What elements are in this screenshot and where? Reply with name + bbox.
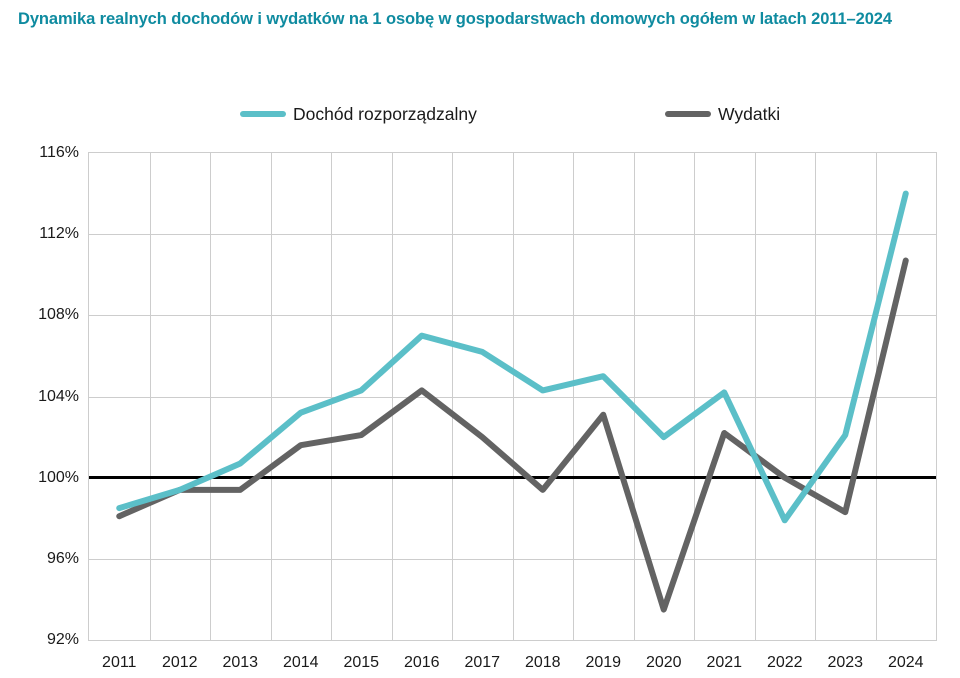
legend-item-expenses: Wydatki (665, 100, 780, 128)
gridline-vertical (512, 153, 514, 640)
y-axis-tick-label: 96% (46, 549, 79, 567)
gridline-vertical (573, 153, 574, 640)
legend-swatch-expenses (665, 111, 711, 117)
chart-title: Dynamika realnych dochodów i wydatków na… (18, 10, 892, 28)
gridline-vertical (754, 153, 756, 640)
y-axis-tick-label: 116% (39, 144, 79, 161)
x-axis-tick-label: 2023 (827, 654, 864, 671)
gridline-vertical (633, 153, 635, 640)
x-axis-tick-label: 2018 (524, 654, 561, 671)
legend-swatch-income (240, 111, 286, 117)
gridline-vertical (694, 153, 695, 640)
chart-area: 116% 112% 108% 104% 100% 96% 92% 2011 2012 2013 20… (0, 130, 960, 678)
x-axis-tick-label: 2013 (222, 654, 259, 671)
y-axis-tick-label: 100% (38, 468, 79, 486)
y-axis-tick-label: 108% (38, 306, 79, 324)
legend-label-expenses: Wydatki (718, 103, 781, 124)
x-axis-tick-label: 2015 (343, 654, 380, 671)
x-axis-tick-label: 2017 (464, 654, 501, 671)
y-axis-tick-label: 104% (38, 387, 79, 405)
gridline-vertical (331, 153, 332, 640)
gridline-vertical (815, 153, 816, 640)
gridline-vertical (149, 153, 151, 640)
x-axis-tick-label: 2020 (645, 654, 682, 671)
series-lines (116, 190, 909, 613)
y-axis-tick-label: 112% (39, 225, 79, 243)
x-axis-tick-label: 2011 (102, 654, 137, 671)
x-axis-tick-label: 2019 (585, 654, 622, 671)
gridline-vertical (270, 153, 272, 640)
legend-item-income: Dochód rozporządzalny (240, 100, 477, 128)
legend-label-income: Dochód rozporządzalny (293, 103, 477, 124)
x-axis-tick-label: 2014 (282, 654, 319, 671)
y-axis-tick-label: 92% (46, 631, 79, 648)
x-axis-tick-label: 2022 (766, 654, 803, 671)
series-line (116, 257, 909, 613)
x-axis-tick-label: 2012 (161, 654, 198, 671)
gridline-vertical (391, 153, 393, 640)
reference-line-100 (89, 476, 936, 479)
plot-region: 116% 112% 108% 104% 100% 96% 92% 2011 2012 2013 20… (38, 144, 937, 671)
gridline-vertical (210, 153, 211, 640)
x-axis-tick-label: 2021 (706, 654, 743, 671)
chart-legend: Dochód rozporządzalny Wydatki (0, 100, 960, 130)
x-axis-tick-label: 2024 (887, 654, 924, 671)
series-line (116, 190, 909, 524)
x-axis-tick-label: 2016 (403, 654, 440, 671)
gridline-vertical (452, 153, 453, 640)
